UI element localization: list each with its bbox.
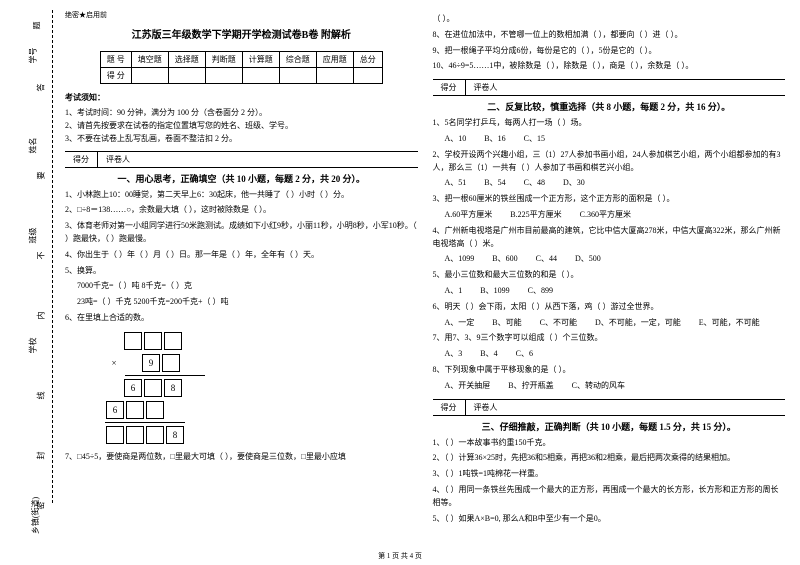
q7: 7、□45÷5，要使商是两位数，□里最大可填（ ），要使商是三位数，□里最小应填 <box>65 451 418 464</box>
q5b: 23吨=（ ）千克 5200千克=200千克+（ ）吨 <box>65 296 418 309</box>
margin-l1: 学号 <box>28 48 39 64</box>
s3q2: 2、（ ）计算36×25时，先把36和5相乘，再把36和2相乘，最后把两次乘得的… <box>433 452 786 465</box>
score-box-3: 得分 评卷人 <box>433 399 786 416</box>
q9: 9、把一根绳子平均分成6份，每份是它的（ ），5份是它的（ ）。 <box>433 45 786 58</box>
notice-title: 考试须知： <box>65 92 418 103</box>
calc-diagram: ×9 68 6 8 <box>105 331 418 445</box>
left-column: 绝密★启用前 江苏版三年级数学下学期开学检测试卷B卷 附解析 题 号 填空题 选… <box>65 10 418 528</box>
q2: 2、□÷8＝138……○，余数最大填（ ），这时被除数是（ ）。 <box>65 204 418 217</box>
sec1-title: 一、用心思考，正确填空（共 10 小题，每题 2 分，共 20 分）。 <box>65 172 418 185</box>
score-box-1: 得分 评卷人 <box>65 151 418 168</box>
margin-s0: 答 <box>36 84 47 92</box>
margin-s3: 内 <box>36 312 47 320</box>
q8: 8、在进位加法中，不管哪一位上的数相加满（ ），都要向（ ）进（ ）。 <box>433 29 786 42</box>
margin-l3: 班级 <box>28 228 39 244</box>
margin-l4: 学校 <box>28 338 39 354</box>
sec2-title: 二、反复比较，慎重选择（共 8 小题，每题 2 分，共 16 分）。 <box>433 100 786 113</box>
s2q6: 6、明天（ ）会下雨，太阳（ ）从西下落，鸡（ ）游过全世界。 <box>433 301 786 314</box>
s2q8: 8、下列现象中属于平移现象的是（ ）。 <box>433 364 786 377</box>
q3: 3、体育老师对第一小组同学进行50米跑测试。成绩如下小红9秒，小丽11秒，小明8… <box>65 220 418 246</box>
s2q7o: A、3 B、4 C、6 <box>433 348 786 361</box>
s2q2o: A、51 B、54 C、48 D、30 <box>433 177 786 190</box>
margin-s2: 不 <box>36 252 47 260</box>
q4: 4、你出生于（ ）年（ ）月（ ）日。那一年是（ ）年，全年有（ ）天。 <box>65 249 418 262</box>
s3q3: 3、（ ）1吨铁=1吨棉花一样重。 <box>433 468 786 481</box>
q6: 6、在里填上合适的数。 <box>65 312 418 325</box>
s2q4o: A、1099 B、600 C、44 D、500 <box>433 253 786 266</box>
s3q4: 4、（ ）用同一条铁丝先围成一个最大的正方形，再围成一个最大的长方形，长方形和正… <box>433 484 786 510</box>
s2q7: 7、用7、3、9三个数字可以组成（ ）个三位数。 <box>433 332 786 345</box>
notice-1: 1、考试时间：90 分钟，满分为 100 分（含卷面分 2 分）。 <box>65 107 418 118</box>
s2q8o: A、开关抽屉 B、拧开瓶盖 C、转动的风车 <box>433 380 786 393</box>
page-footer: 第 1 页 共 4 页 <box>0 551 800 561</box>
score-box-2: 得分 评卷人 <box>433 79 786 96</box>
margin-s1: 要 <box>36 172 47 180</box>
s2q2: 2、学校开设两个兴趣小组，三（1）27人参加书画小组，24人参加棋艺小组，两个小… <box>433 149 786 175</box>
q10: 10、46÷9=5……1中，被除数是（ ），除数是（ ），商是（ ），余数是（ … <box>433 60 786 73</box>
margin-l5: 乡镇(街道) <box>30 497 41 534</box>
margin-top: 题 <box>32 22 43 30</box>
score-table: 题 号 填空题 选择题 判断题 计算题 综合题 应用题 总分 得 分 <box>100 51 383 84</box>
header-mark: 绝密★启用前 <box>65 10 418 20</box>
s2q3o: A.60平方厘米 B.225平方厘米 C.360平方厘米 <box>433 209 786 222</box>
notice-3: 3、不要在试卷上乱写乱画，卷面不整洁扣 2 分。 <box>65 133 418 144</box>
sec3-title: 三、仔细推敲，正确判断（共 10 小题，每题 1.5 分，共 15 分）。 <box>433 420 786 433</box>
s2q4: 4、广州新电视塔是广州市目前最高的建筑，它比中信大厦高278米，中信大厦高322… <box>433 225 786 251</box>
s3q5: 5、（ ）如果A×B=0, 那么A和B中至少有一个是0。 <box>433 513 786 526</box>
q5a: 7000千克=（ ）吨 8千克=（ ）克 <box>65 280 418 293</box>
s2q6o: A、一定 B、可能 C、不可能 D、不可能，一定，可能 E、可能，不可能 <box>433 317 786 330</box>
notice-2: 2、请首先按要求在试卷的指定位置填写您的姓名、班级、学号。 <box>65 120 418 131</box>
s2q3: 3、把一根60厘米的铁丝围成一个正方形，这个正方形的面积是（ ）。 <box>433 193 786 206</box>
right-column: （ ）。 8、在进位加法中，不管哪一位上的数相加满（ ），都要向（ ）进（ ）。… <box>433 10 786 528</box>
s2q1: 1、5名同学打乒乓，每两人打一场（ ）场。 <box>433 117 786 130</box>
margin-l2: 姓名 <box>28 138 39 154</box>
exam-title: 江苏版三年级数学下学期开学检测试卷B卷 附解析 <box>65 26 418 41</box>
margin-s5: 封 <box>36 452 47 460</box>
s2q5: 5、最小三位数和最大三位数的和是（ ）。 <box>433 269 786 282</box>
q1: 1、小林跑上10：00睡觉，第二天早上6：30起床，他一共睡了（ ）小时（ ）分… <box>65 189 418 202</box>
s3q1: 1、（ ）一本故事书约重150千克。 <box>433 437 786 450</box>
s2q1o: A、10 B、16 C、15 <box>433 133 786 146</box>
q5: 5、换算。 <box>65 265 418 278</box>
s2q5o: A、1 B、1099 C、899 <box>433 285 786 298</box>
margin-s4: 线 <box>36 392 47 400</box>
q7end: （ ）。 <box>433 13 786 26</box>
